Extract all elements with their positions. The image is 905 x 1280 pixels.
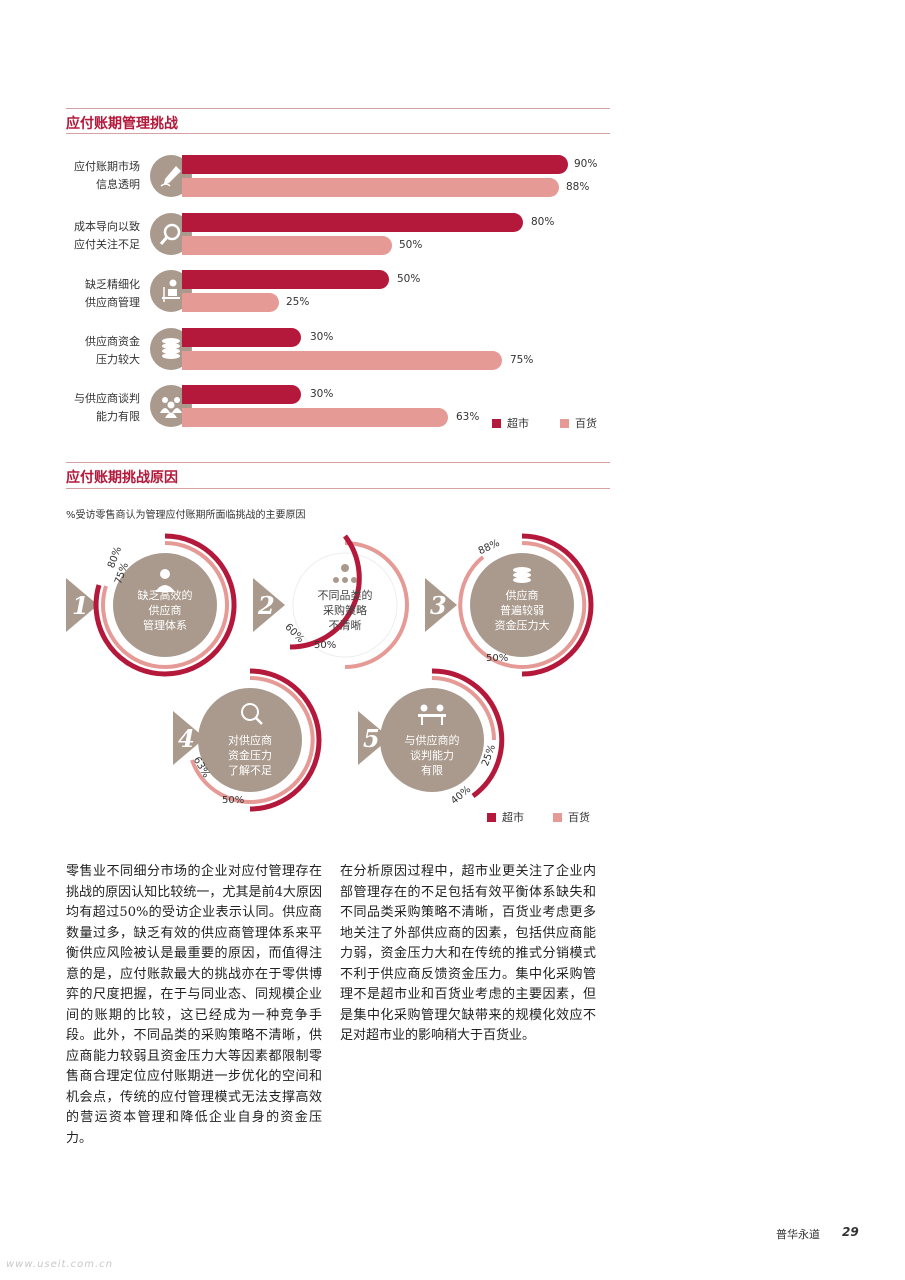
arc-department bbox=[190, 675, 315, 804]
bar-value: 90% bbox=[574, 158, 598, 170]
category-label: 缺乏精细化 供应商管理 bbox=[85, 278, 140, 309]
watermark: www.useit.com.cn bbox=[6, 1259, 114, 1270]
bar-department bbox=[182, 178, 559, 197]
category-label: 成本导向以致 应付关注不足 bbox=[74, 220, 140, 251]
arc-supermarket bbox=[289, 534, 362, 650]
reason-label: 供应商 普遍较弱 资金压力大 bbox=[494, 589, 550, 632]
bar-department bbox=[182, 293, 279, 312]
arrow-shape bbox=[66, 578, 98, 632]
bar-value: 50% bbox=[397, 273, 421, 285]
donut-center bbox=[470, 553, 574, 657]
bar-supermarket bbox=[182, 328, 301, 347]
chart-subtitle: %受访零售商认为管理应付账期所面临挑战的主要原因 bbox=[66, 510, 306, 521]
person-icon bbox=[155, 569, 175, 592]
arc-supermarket bbox=[521, 533, 594, 677]
arc-supermarket bbox=[249, 668, 322, 812]
bar-supermarket bbox=[182, 270, 389, 289]
arc-supermarket bbox=[93, 533, 237, 677]
body-column-left: 零售业不同细分市场的企业对应付管理存在挑战的原因认知比较统一，尤其是前4大原因均… bbox=[66, 864, 322, 1146]
bar-value: 25% bbox=[286, 296, 310, 308]
reason-label: 缺乏高效的 供应商 管理体系 bbox=[137, 589, 193, 632]
money-magnifier-icon bbox=[241, 703, 263, 725]
reason-label: 与供应商的 谈判能力 有限 bbox=[404, 734, 460, 777]
bar-value: 30% bbox=[310, 331, 334, 343]
arc-department bbox=[458, 540, 587, 669]
section-title: 应付账期管理挑战 bbox=[66, 116, 178, 132]
section-top-rule bbox=[66, 462, 610, 463]
bar-supermarket bbox=[182, 385, 301, 404]
section-bottom-rule bbox=[66, 488, 610, 489]
arrow-shape bbox=[358, 711, 390, 765]
reason-label: 对供应商 资金压力 了解不足 bbox=[228, 734, 272, 777]
arrow-shape bbox=[253, 578, 285, 632]
donut-center bbox=[113, 553, 217, 657]
footer-brand: 普华永道 bbox=[776, 1228, 820, 1241]
hierarchy-icon bbox=[333, 564, 357, 583]
reason-number: 4 bbox=[178, 724, 195, 753]
bar-value: 88% bbox=[566, 181, 590, 193]
section-title: 应付账期挑战原因 bbox=[66, 470, 178, 486]
arc-value: 50% bbox=[222, 795, 245, 806]
category-label: 应付账期市场 信息透明 bbox=[74, 160, 140, 191]
bar-department bbox=[182, 351, 502, 370]
category-label: 与供应商谈判 能力有限 bbox=[74, 392, 140, 423]
reason-label: 不同品类的 采购策略 不清晰 bbox=[317, 589, 373, 632]
legend-department: 百货 bbox=[553, 809, 590, 825]
reason-number: 5 bbox=[363, 724, 380, 753]
page-number: 29 bbox=[842, 1225, 859, 1239]
reason-number: 2 bbox=[258, 591, 275, 620]
legend-supermarket: 超市 bbox=[487, 809, 524, 825]
reason-number: 3 bbox=[430, 591, 447, 620]
arc-value: 50% bbox=[314, 640, 337, 651]
arc-department bbox=[344, 541, 409, 669]
bar-value: 80% bbox=[531, 216, 555, 228]
section-top-rule bbox=[66, 108, 610, 109]
bar-supermarket bbox=[182, 155, 568, 174]
bar-value: 50% bbox=[399, 239, 423, 251]
bar-department bbox=[182, 408, 448, 427]
arc-value: 50% bbox=[486, 653, 509, 664]
arrow-shape bbox=[425, 578, 457, 632]
bar-value: 75% bbox=[510, 354, 534, 366]
donut-center bbox=[380, 688, 484, 792]
body-column-right: 在分析原因过程中，超市业更关注了企业内部管理存在的不足包括有效平衡体系缺失和不同… bbox=[340, 864, 596, 1043]
meeting-icon bbox=[418, 704, 446, 725]
coin-stack-icon bbox=[513, 567, 531, 583]
donut-center bbox=[198, 688, 302, 792]
arrow-shape bbox=[173, 711, 205, 765]
bar-value: 63% bbox=[456, 411, 480, 423]
arc-department bbox=[431, 676, 496, 741]
donut-center bbox=[292, 552, 398, 658]
reason-number: 1 bbox=[72, 591, 89, 620]
arc-supermarket bbox=[431, 668, 505, 799]
category-label: 供应商资金 压力较大 bbox=[85, 335, 140, 366]
bar-department bbox=[182, 236, 392, 255]
bar-supermarket bbox=[182, 213, 523, 232]
legend-department: 百货 bbox=[560, 415, 597, 431]
arc-department bbox=[101, 541, 230, 669]
legend-supermarket: 超市 bbox=[492, 415, 529, 431]
section-bottom-rule bbox=[66, 133, 610, 134]
bar-value: 30% bbox=[310, 388, 334, 400]
